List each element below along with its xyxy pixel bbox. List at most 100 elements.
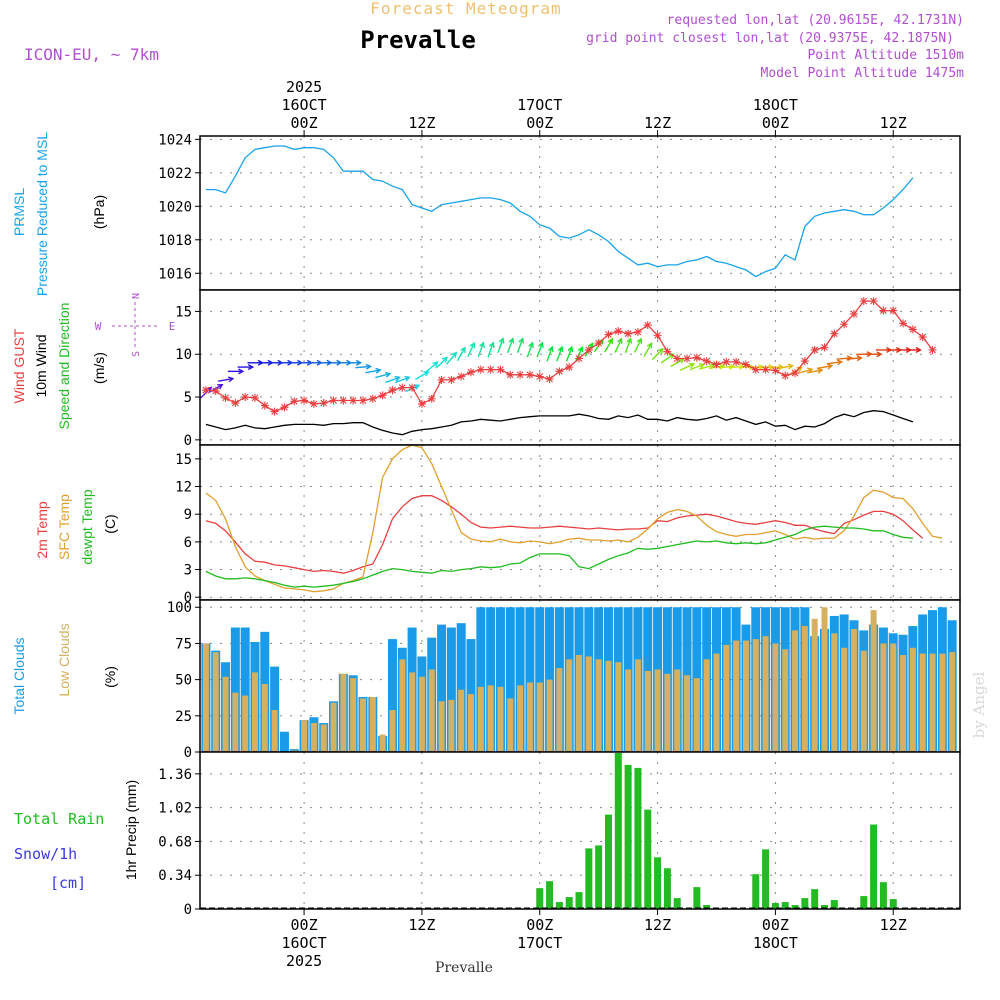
gust-marker: [231, 399, 240, 408]
wind-panel: 0 5 10 15: [175, 289, 961, 449]
low-cloud-bar: [222, 676, 229, 752]
low-cloud-bar: [320, 724, 327, 752]
wind-direction-arrow: [385, 376, 400, 384]
low-cloud-bar: [202, 643, 209, 752]
low-cloud-bar: [477, 686, 484, 752]
total-cloud-bar: [495, 607, 505, 752]
wind-arrow-head: [728, 363, 736, 370]
wind-arrow-head: [698, 363, 706, 369]
wind-direction-arrow: [546, 346, 553, 362]
wind-arrow-head: [413, 384, 421, 390]
wind-direction-arrow: [836, 357, 852, 360]
low-cloud-bar: [821, 607, 828, 752]
low-cloud-bar: [625, 669, 632, 752]
gust-marker: [575, 354, 584, 363]
low-cloud-bar: [909, 647, 916, 752]
sfc-temp-line: [205, 444, 943, 593]
wind-arrow-head: [423, 371, 430, 377]
low-clouds-label: Low Clouds: [56, 623, 72, 696]
low-cloud-bar: [860, 650, 867, 752]
wind-direction-arrow: [660, 353, 674, 364]
precip-unit-label: 1hr Precip (mm): [123, 780, 139, 880]
gust-marker: [388, 386, 397, 395]
low-cloud-bar: [674, 669, 681, 752]
wind-direction-arrow: [218, 377, 234, 382]
gust-marker: [781, 371, 790, 380]
total-clouds-label: Total Clouds: [11, 637, 27, 714]
gust-marker: [653, 331, 662, 340]
gust-marker: [810, 345, 819, 354]
low-cloud-bar: [929, 653, 936, 752]
wind-direction-arrow: [516, 338, 524, 353]
low-cloud-bar: [448, 699, 455, 752]
gust-marker: [476, 365, 485, 374]
total-cloud-bar: [535, 607, 545, 752]
gust-marker: [791, 369, 800, 378]
low-cloud-bar: [536, 682, 543, 752]
wind-arrow-head: [626, 337, 633, 344]
gust-marker: [751, 365, 760, 374]
gust-marker: [329, 396, 338, 405]
gust-marker: [820, 343, 829, 352]
wind-direction-arrow: [526, 342, 534, 358]
gust-marker: [378, 391, 387, 400]
top-axis-label: 12Z: [644, 114, 671, 132]
temperature-ytick-label: 3: [184, 563, 192, 579]
wind-arrow-head: [796, 366, 803, 373]
top-axis-label: 16OCT: [282, 96, 327, 114]
point-altitude: Point Altitude 1510m: [807, 48, 964, 63]
bottom-axis-label: 17OCT: [517, 934, 562, 952]
wind-direction-arrow: [446, 352, 457, 365]
low-cloud-bar: [762, 636, 769, 752]
wind-direction-arrow: [670, 358, 685, 368]
rain-bar: [644, 809, 652, 909]
low-cloud-bar: [369, 696, 376, 752]
precip-ytick-label: 1.02: [158, 801, 192, 817]
low-cloud-bar: [576, 655, 583, 752]
top-axis-label: 00Z: [291, 114, 318, 132]
wind-arrow-head: [607, 337, 613, 345]
gust-marker: [584, 345, 593, 354]
precip-ytick-label: 0: [184, 902, 192, 918]
low-cloud-bar: [890, 643, 897, 752]
top-axis-label: 2025: [286, 78, 322, 96]
wind-arrow-head: [451, 351, 458, 358]
low-cloud-bar: [359, 698, 366, 752]
wind-direction-arrow: [375, 373, 391, 379]
bottom-axis-label: 12Z: [880, 916, 907, 934]
top-axis-label: 12Z: [408, 114, 435, 132]
top-axis-label: 00Z: [526, 114, 553, 132]
top-axis-label: 00Z: [762, 114, 789, 132]
low-cloud-bar: [409, 672, 416, 752]
precip-plot-area: [200, 752, 960, 909]
top-title: Forecast Meteogram: [370, 0, 561, 18]
dewpt-temp-line: [205, 525, 913, 588]
wind-arrow-head: [787, 363, 795, 370]
rain-bar: [546, 881, 554, 909]
gust-marker: [732, 357, 741, 366]
wind-arrow-head: [876, 351, 883, 358]
gust-marker: [457, 372, 466, 381]
total-cloud-bar: [230, 627, 240, 752]
temperature-plot-area: [200, 445, 960, 600]
gust-marker: [741, 360, 750, 369]
wind-direction-arrow: [456, 347, 466, 362]
low-cloud-bar: [458, 689, 465, 752]
wind-direction-arrow: [365, 369, 381, 374]
pressure-ytick-label: 1022: [158, 166, 192, 182]
low-cloud-bar: [939, 653, 946, 752]
rain-bar: [673, 898, 681, 909]
clouds-ytick-label: 25: [175, 709, 192, 725]
gust-marker: [525, 370, 534, 379]
wind-direction-arrow: [425, 361, 438, 373]
rain-bar: [762, 849, 770, 909]
wind-unit-label: (m/s): [91, 352, 107, 384]
low-cloud-bar: [261, 683, 268, 752]
compass-east: E: [169, 320, 176, 333]
wind-direction-arrow: [394, 376, 410, 384]
compass-north: N: [131, 293, 142, 299]
wind-direction-arrow: [699, 364, 715, 370]
wind-arrow-head: [355, 359, 363, 366]
wind-arrow-head: [636, 337, 643, 344]
gust-marker: [300, 396, 309, 405]
